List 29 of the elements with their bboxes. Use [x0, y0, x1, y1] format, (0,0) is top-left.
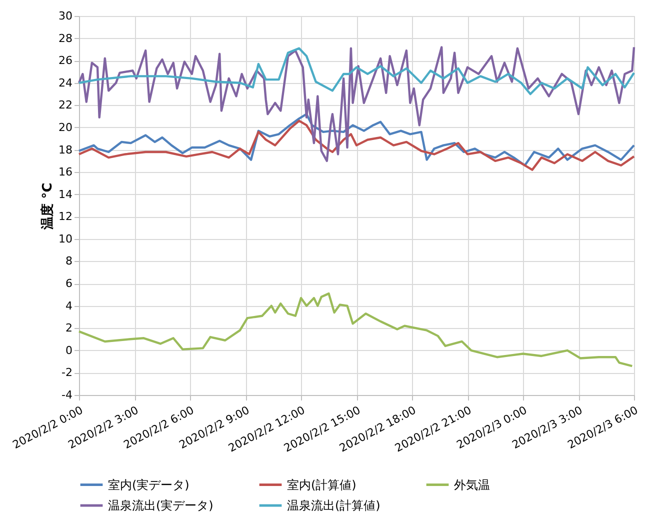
legend-label: 温泉流出(実データ): [108, 498, 214, 512]
y-tick-label: 22: [58, 98, 72, 112]
line-series: [78, 112, 636, 166]
y-tick-label: -4: [62, 388, 72, 402]
y-tick-label: 20: [58, 120, 72, 134]
y-tick-label: 10: [58, 232, 72, 246]
line-series: [78, 47, 636, 96]
legend-label: 室内(計算値): [287, 478, 356, 492]
legend-label: 室内(実データ): [108, 478, 190, 492]
y-tick-label: -2: [62, 366, 72, 380]
y-tick-label: 30: [58, 10, 72, 22]
y-tick-label: 8: [66, 254, 72, 268]
line-series: [78, 46, 636, 162]
y-tick-label: 26: [58, 54, 72, 68]
legend-label: 温泉流出(計算値): [287, 498, 380, 512]
y-tick-label: 6: [66, 277, 72, 290]
y-axis-title: 温度 °C: [40, 182, 56, 230]
y-tick-label: 14: [58, 188, 72, 201]
line-series: [78, 120, 636, 171]
y-tick-label: 18: [58, 143, 72, 156]
y-tick-label: 16: [58, 166, 72, 179]
y-tick-label: 24: [58, 76, 72, 90]
y-tick-label: 12: [58, 210, 72, 224]
y-tick-label: 4: [66, 299, 72, 312]
y-tick-label: 28: [58, 32, 72, 45]
y-tick-label: 0: [66, 344, 72, 357]
y-tick-label: 2: [66, 322, 72, 335]
line-series: [78, 292, 634, 368]
legend-label: 外気温: [454, 478, 490, 492]
